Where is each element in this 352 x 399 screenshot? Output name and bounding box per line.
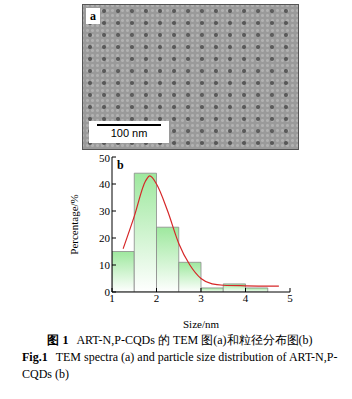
svg-text:2: 2	[154, 292, 160, 304]
html-text:TEM spectra (a) and particle s: TEM spectra (a) and particle size distri…	[22, 350, 338, 381]
svg-text:30: 30	[99, 205, 111, 217]
html-text:100 nm: 100 nm	[110, 127, 148, 139]
svg-text:10: 10	[99, 259, 111, 271]
svg-text:Size/nm: Size/nm	[183, 318, 219, 330]
html-text:Fig.1: Fig.1	[22, 350, 48, 364]
html-text:ART-N,P-CQDs 的 TEM 图(a)和粒径分布图(: ART-N,P-CQDs 的 TEM 图(a)和粒径分布图(b)	[76, 333, 313, 347]
svg-text:50: 50	[99, 152, 111, 164]
svg-text:Percentage/%: Percentage/%	[68, 194, 80, 254]
svg-text:0: 0	[105, 286, 111, 298]
html-text:图 1: 图 1	[47, 333, 69, 347]
svg-text:1: 1	[109, 292, 115, 304]
svg-text:5: 5	[287, 292, 293, 304]
svg-text:3: 3	[198, 292, 204, 304]
svg-text:40: 40	[99, 178, 111, 190]
svg-text:4: 4	[243, 292, 249, 304]
svg-text:20: 20	[99, 232, 111, 244]
html-text:a: a	[90, 9, 96, 23]
html-text:b: b	[117, 158, 124, 172]
